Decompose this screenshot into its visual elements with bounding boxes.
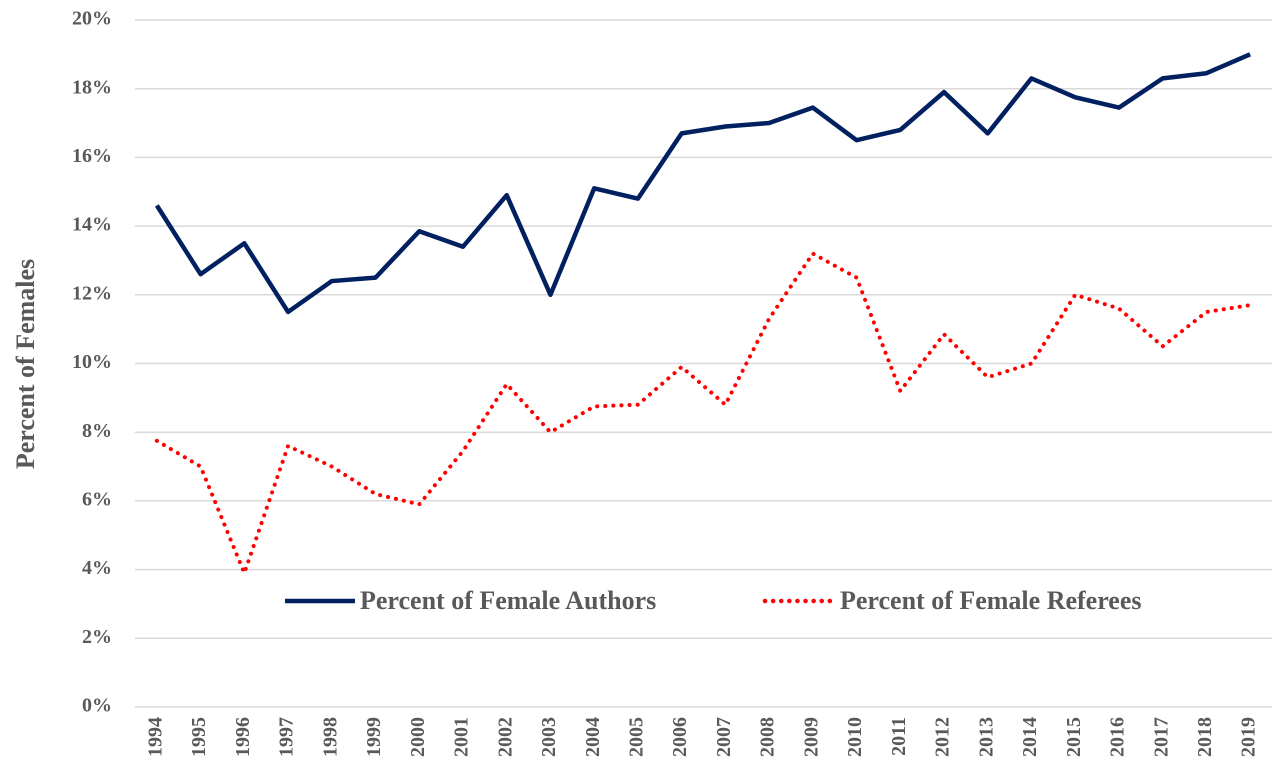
y-axis-title: Percent of Females xyxy=(11,259,40,469)
series-line xyxy=(154,52,1252,315)
y-tick-label: 12% xyxy=(72,282,112,304)
x-tick-label: 2009 xyxy=(800,717,822,757)
x-tick-label: 2014 xyxy=(1019,717,1041,757)
x-tick-label: 2000 xyxy=(407,717,429,757)
x-tick-label: 2001 xyxy=(451,717,473,757)
y-tick-label: 4% xyxy=(82,557,112,579)
y-tick-label: 6% xyxy=(82,488,112,510)
x-tick-label: 2018 xyxy=(1194,717,1216,757)
x-tick-label: 1999 xyxy=(363,717,385,757)
y-tick-label: 20% xyxy=(72,8,112,30)
x-tick-label: 2004 xyxy=(582,717,604,757)
x-tick-label: 1994 xyxy=(144,717,166,757)
y-tick-label: 10% xyxy=(72,351,112,373)
x-tick-label: 2016 xyxy=(1107,717,1129,757)
legend-label: Percent of Female Referees xyxy=(840,586,1141,615)
x-tick-label: 1996 xyxy=(232,717,254,757)
x-tick-label: 2012 xyxy=(932,717,954,757)
x-tick-label: 1995 xyxy=(188,717,210,757)
y-tick-label: 14% xyxy=(72,214,112,236)
x-tick-label: 2010 xyxy=(844,717,866,757)
x-tick-label: 2005 xyxy=(625,717,647,757)
y-tick-label: 2% xyxy=(82,626,112,648)
x-tick-label: 2017 xyxy=(1150,717,1172,757)
x-tick-label: 2003 xyxy=(538,717,560,757)
x-tick-label: 2011 xyxy=(888,717,910,756)
x-tick-label: 2007 xyxy=(713,717,735,757)
x-tick-label: 2015 xyxy=(1063,717,1085,757)
x-tick-label: 2006 xyxy=(669,717,691,757)
x-tick-label: 2019 xyxy=(1238,717,1260,757)
x-tick-label: 2008 xyxy=(757,717,779,757)
y-tick-label: 16% xyxy=(72,145,112,167)
y-tick-label: 8% xyxy=(82,420,112,442)
x-tick-label: 1997 xyxy=(276,717,298,757)
x-tick-label: 2002 xyxy=(494,717,516,757)
legend-label: Percent of Female Authors xyxy=(360,586,656,615)
y-tick-label: 0% xyxy=(82,695,112,717)
x-tick-label: 2013 xyxy=(975,717,997,757)
x-tick-label: 1998 xyxy=(319,717,341,757)
y-tick-label: 18% xyxy=(72,76,112,98)
series-line xyxy=(154,251,1253,576)
